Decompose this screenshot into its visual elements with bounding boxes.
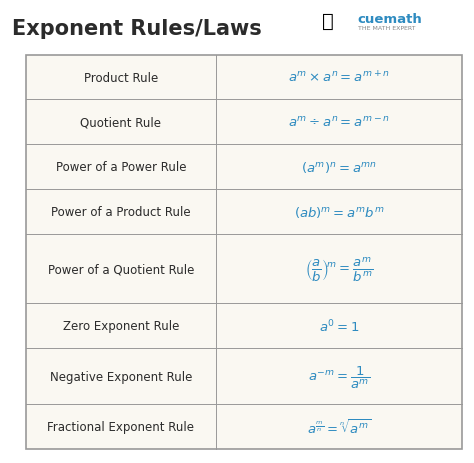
Text: $a^m \div a^n = a^{m-n}$: $a^m \div a^n = a^{m-n}$ [288, 116, 390, 130]
Text: Exponent Rules/Laws: Exponent Rules/Laws [12, 19, 262, 38]
Text: THE MATH EXPERT: THE MATH EXPERT [358, 25, 415, 31]
Text: $(ab)^m = a^mb^m$: $(ab)^m = a^mb^m$ [294, 205, 384, 219]
Text: $a^0 = 1$: $a^0 = 1$ [319, 318, 359, 334]
Text: Power of a Product Rule: Power of a Product Rule [51, 206, 191, 219]
Text: Fractional Exponent Rule: Fractional Exponent Rule [47, 420, 194, 433]
Text: $a^{-m} = \dfrac{1}{a^m}$: $a^{-m} = \dfrac{1}{a^m}$ [308, 363, 370, 390]
Text: 🚀: 🚀 [322, 12, 334, 31]
Text: $\left(\dfrac{a}{b}\right)^{\!m} = \dfrac{a^m}{b^m}$: $\left(\dfrac{a}{b}\right)^{\!m} = \dfra… [305, 255, 373, 283]
Text: $(a^m)^n = a^{mn}$: $(a^m)^n = a^{mn}$ [301, 160, 377, 175]
Text: Power of a Power Rule: Power of a Power Rule [55, 161, 186, 174]
FancyBboxPatch shape [26, 56, 462, 449]
Text: $a^m \times a^n = a^{m+n}$: $a^m \times a^n = a^{m+n}$ [288, 70, 390, 86]
Text: Zero Exponent Rule: Zero Exponent Rule [63, 319, 179, 332]
Text: Quotient Rule: Quotient Rule [81, 116, 161, 129]
Text: $a^{\frac{m}{n}} = \sqrt[n]{a^m}$: $a^{\frac{m}{n}} = \sqrt[n]{a^m}$ [307, 417, 371, 436]
Text: Negative Exponent Rule: Negative Exponent Rule [50, 370, 192, 383]
Text: cuemath: cuemath [358, 13, 423, 26]
Text: Product Rule: Product Rule [84, 71, 158, 84]
Text: Power of a Quotient Rule: Power of a Quotient Rule [48, 263, 194, 275]
